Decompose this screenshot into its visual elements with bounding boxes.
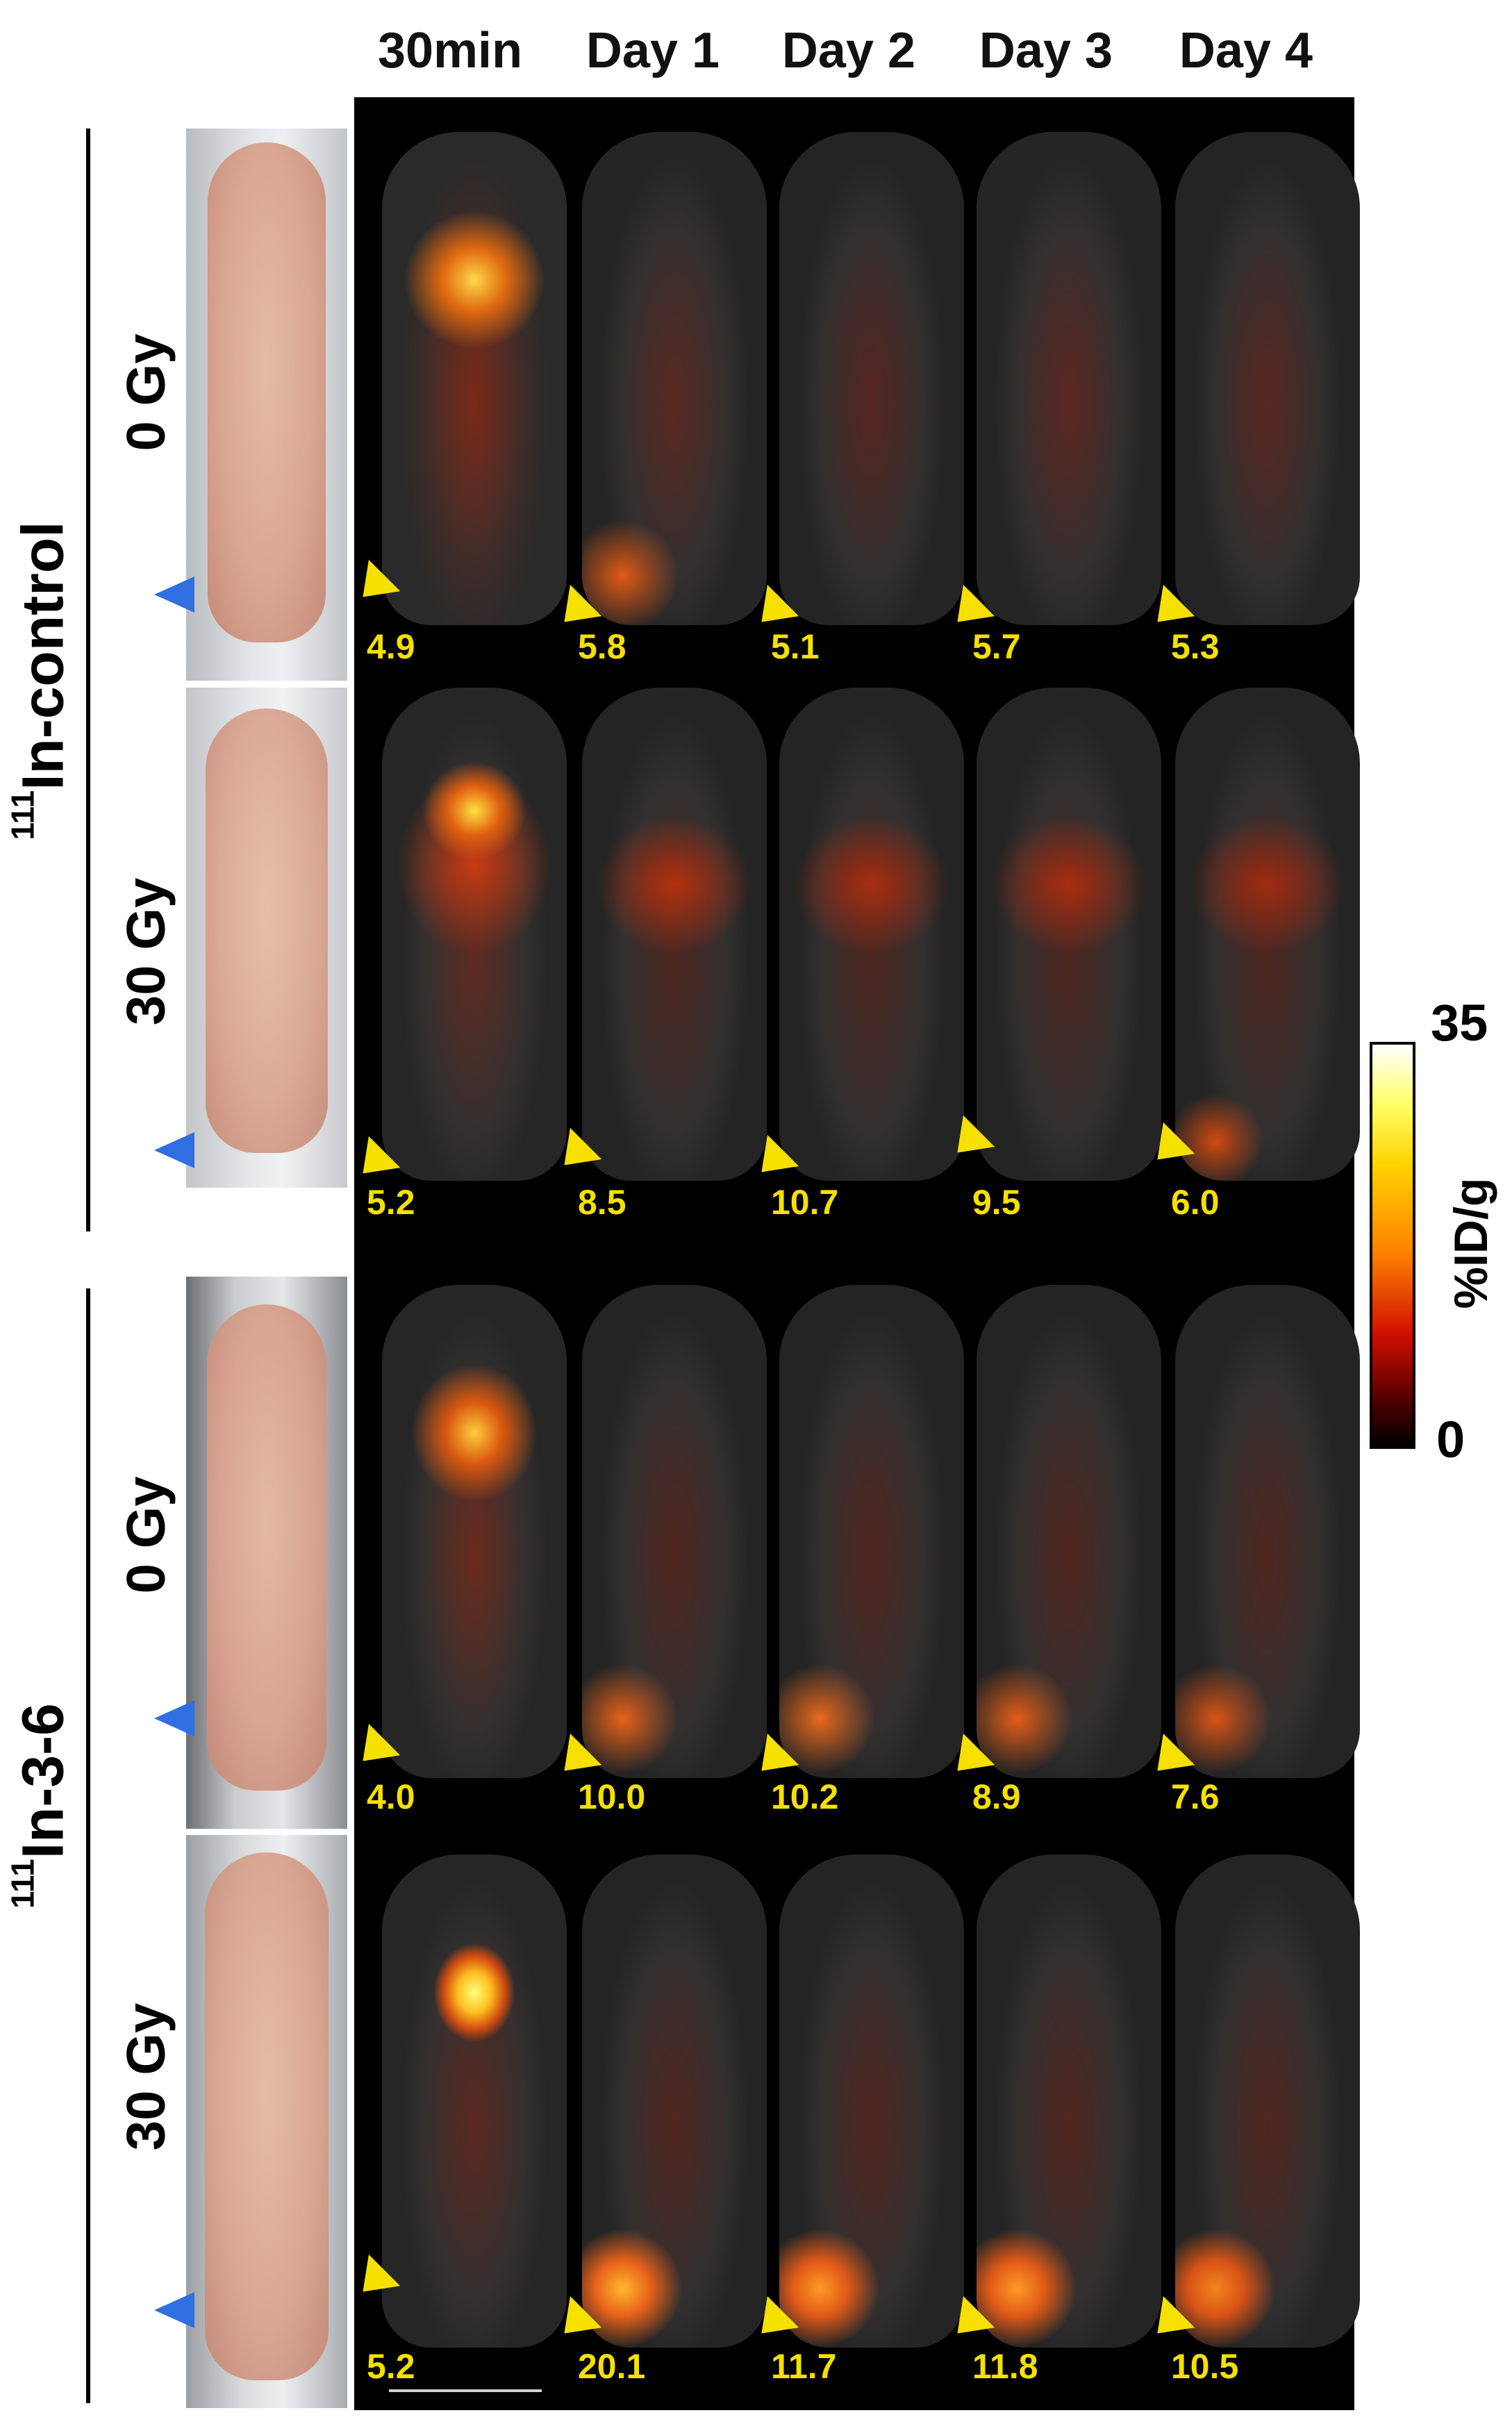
dose-label-row1: 0 Gy (115, 333, 176, 451)
dose-label-row2: 30 Gy (115, 877, 176, 1026)
uptake-value: 11.7 (771, 2347, 837, 2386)
mouse-photo-row1 (186, 128, 347, 681)
uptake-value: 11.8 (972, 2347, 1038, 2386)
spect-ct-scan (582, 688, 767, 1181)
uptake-value: 5.1 (771, 627, 820, 666)
spect-ct-scan (1175, 688, 1360, 1181)
column-header-day1: Day 1 (585, 23, 720, 78)
dose-label-row4: 30 Gy (115, 2002, 176, 2151)
column-header-day4: Day 4 (1179, 23, 1313, 78)
uptake-value: 5.8 (578, 627, 626, 666)
spect-ct-scan (779, 132, 964, 625)
uptake-value: 5.7 (972, 627, 1021, 666)
spect-ct-scan (582, 1285, 767, 1778)
uptake-value: 5.2 (367, 1183, 415, 1222)
spect-ct-scan (977, 1285, 1161, 1778)
mouse-photo-row2 (186, 688, 347, 1188)
tumor-photo-arrow (154, 576, 194, 613)
color-scale-bar (1370, 1042, 1415, 1449)
group-name: In-3-6 (10, 1703, 76, 1859)
uptake-value: 10.7 (771, 1183, 839, 1222)
group-label-3-6: 111In-3-6 (4, 1703, 77, 1909)
mouse-photo-row4 (186, 1835, 347, 2408)
group-label-control: 111In-control (4, 522, 77, 840)
tumor-photo-arrow (154, 1700, 194, 1736)
column-header-day3: Day 3 (979, 23, 1113, 78)
uptake-value: 5.2 (367, 2347, 415, 2386)
uptake-value: 4.0 (367, 1777, 415, 1816)
isotope-superscript: 111 (4, 1859, 41, 1909)
group-bracket-3-6 (86, 1288, 90, 2403)
spect-ct-scan (382, 132, 567, 625)
spect-ct-scan (977, 132, 1161, 625)
column-header-30min: 30min (377, 23, 523, 78)
uptake-value: 9.5 (972, 1183, 1021, 1222)
group-name: In-control (10, 521, 76, 790)
spect-ct-scan (779, 1285, 964, 1778)
uptake-value: 5.3 (1171, 627, 1220, 666)
tumor-photo-arrow (154, 2292, 194, 2328)
spect-ct-scan (1175, 1855, 1360, 2348)
spect-ct-scan (582, 1855, 767, 2348)
uptake-value: 8.9 (972, 1777, 1021, 1816)
spect-ct-scan (779, 1855, 964, 2348)
color-scale-max: 35 (1431, 994, 1488, 1052)
color-scale-unit: %ID/g (1445, 1177, 1497, 1309)
spect-ct-image-panel: 4.9 5.8 5.1 5.7 5.3 5.2 8.5 10.7 9.5 6.0… (347, 97, 1360, 2410)
uptake-value: 8.5 (578, 1183, 626, 1222)
uptake-value: 20.1 (578, 2347, 646, 2386)
spect-ct-scan (977, 1855, 1161, 2348)
mouse-photo-row3 (186, 1277, 347, 1829)
spect-ct-scan (977, 688, 1161, 1181)
scale-bar (389, 2389, 542, 2392)
spect-ct-scan (382, 1285, 567, 1778)
spect-ct-scan (382, 688, 567, 1181)
spect-ct-scan (382, 1855, 567, 2348)
column-header-day2: Day 2 (781, 23, 916, 78)
uptake-value: 10.2 (771, 1777, 839, 1816)
spect-ct-scan (1175, 1285, 1360, 1778)
spect-ct-scan (779, 688, 964, 1181)
isotope-superscript: 111 (4, 790, 41, 840)
spect-ct-scan (1175, 132, 1360, 625)
dose-label-row3: 0 Gy (115, 1476, 176, 1594)
color-scale-min: 0 (1436, 1411, 1465, 1468)
group-bracket-control (86, 128, 90, 1231)
uptake-value: 6.0 (1171, 1183, 1220, 1222)
spect-ct-scan (582, 132, 767, 625)
uptake-value: 10.5 (1171, 2347, 1239, 2386)
tumor-photo-arrow (154, 1132, 194, 1168)
uptake-value: 10.0 (578, 1777, 646, 1816)
uptake-value: 7.6 (1171, 1777, 1220, 1816)
uptake-value: 4.9 (367, 627, 415, 666)
